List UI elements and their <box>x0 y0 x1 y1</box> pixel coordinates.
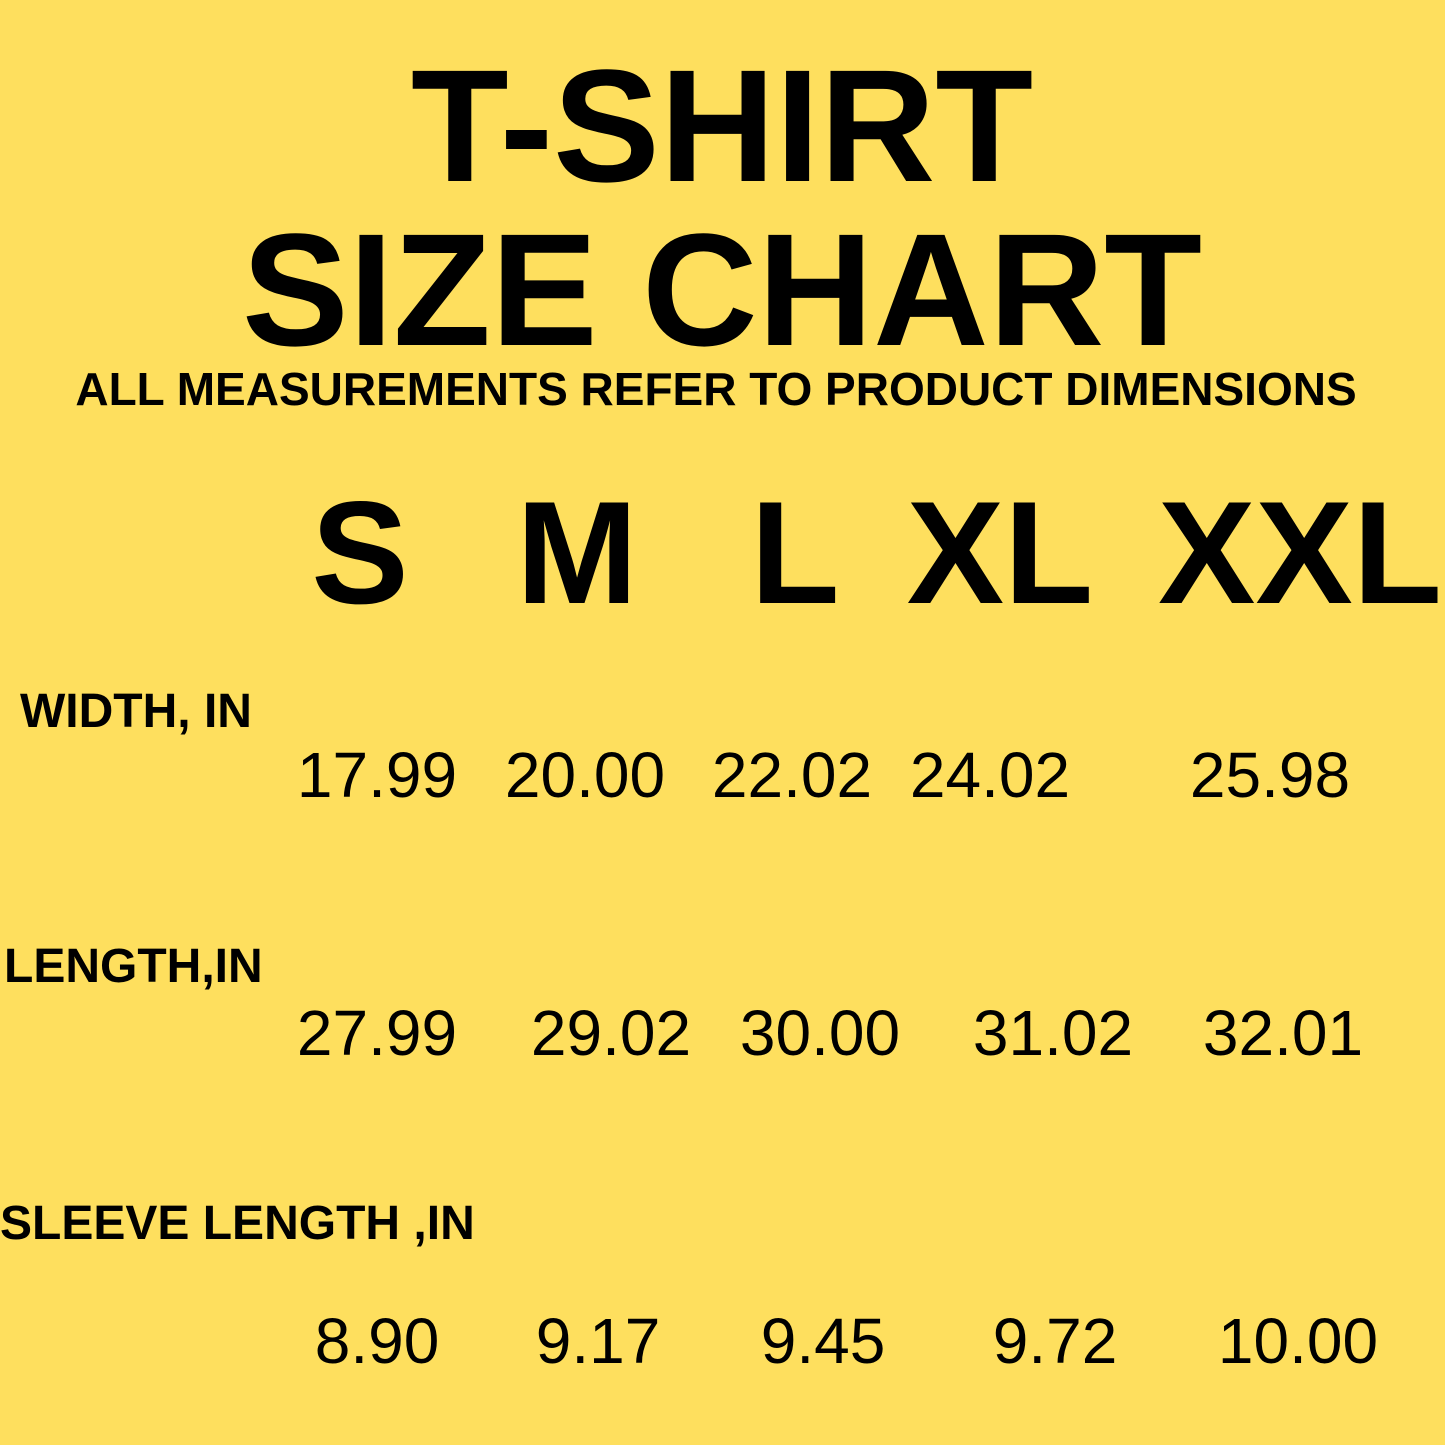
sleeve-value-m: 9.17 <box>535 1305 661 1377</box>
sleeve-value-s: 8.90 <box>314 1305 440 1377</box>
width-value-m: 20.00 <box>504 739 666 811</box>
size-header-m: M <box>516 471 638 634</box>
length-value-m: 29.02 <box>530 997 692 1069</box>
size-header-s: S <box>311 471 409 634</box>
size-header-l: L <box>750 471 840 634</box>
row-label-length: LENGTH,IN <box>4 940 263 993</box>
length-value-xl: 31.02 <box>972 997 1134 1069</box>
sleeve-value-xxl: 10.00 <box>1217 1305 1379 1377</box>
length-value-s: 27.99 <box>296 997 458 1069</box>
width-value-xxl: 25.98 <box>1189 739 1351 811</box>
width-value-xl: 24.02 <box>909 739 1071 811</box>
row-label-width: WIDTH, IN <box>20 685 252 738</box>
sleeve-value-xl: 9.72 <box>992 1305 1118 1377</box>
width-value-l: 22.02 <box>711 739 873 811</box>
subtitle: ALL MEASUREMENTS REFER TO PRODUCT DIMENS… <box>75 363 1357 415</box>
title-line-1: T-SHIRT <box>410 36 1034 215</box>
title-line-2: SIZE CHART <box>242 200 1202 379</box>
length-value-l: 30.00 <box>739 997 901 1069</box>
size-header-xl: XL <box>906 471 1094 634</box>
length-value-xxl: 32.01 <box>1202 997 1364 1069</box>
width-value-s: 17.99 <box>296 739 458 811</box>
row-label-sleeve-length: SLEEVE LENGTH ,IN <box>0 1197 475 1250</box>
sleeve-value-l: 9.45 <box>760 1305 886 1377</box>
size-header-xxl: XXL <box>1158 471 1442 634</box>
